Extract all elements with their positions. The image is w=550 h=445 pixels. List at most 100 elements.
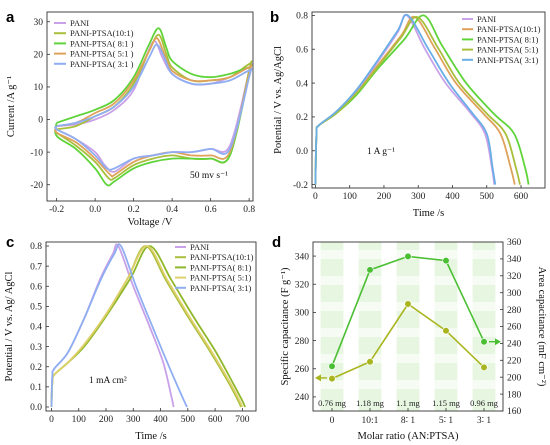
b-x-tick-label: 0 — [313, 192, 318, 202]
b-y-tick-label: 0.0 — [296, 147, 308, 157]
d-category-band-stripe — [358, 250, 382, 259]
c-y-tick-label: 0.4 — [30, 323, 42, 333]
c-x-tick-label: 0 — [49, 415, 54, 425]
a-x-tick-label: 0.4 — [166, 205, 178, 215]
d-right-y-tick-label: 360 — [507, 238, 522, 248]
d-right-y-tick-label: 180 — [507, 390, 522, 400]
b-y-tick-label: 0.6 — [296, 45, 308, 55]
d-category-band-stripe — [472, 354, 496, 363]
d-data-point-left — [442, 327, 450, 335]
d-category-band-stripe — [472, 328, 496, 337]
b-series-pani-ptsa-3-1- — [314, 13, 497, 185]
d-category-band-stripe — [472, 276, 496, 285]
d-right-y-tick-label: 300 — [507, 289, 522, 299]
d-data-point-right — [442, 256, 450, 265]
d-left-y-tick-label: 280 — [295, 337, 310, 347]
d-category-band-stripe — [434, 250, 458, 259]
panel-letter: d — [272, 234, 281, 251]
d-left-y-axis-label: Specific capacitance (F g⁻¹) — [280, 267, 291, 386]
c-y-tick-label: 0.3 — [30, 343, 42, 353]
c-y-tick-label: 0.6 — [30, 282, 42, 292]
b-x-tick-label: 200 — [377, 192, 392, 202]
b-legend-label: PANI-PTSA(10:1) — [477, 24, 541, 34]
d-category-band-stripe — [472, 250, 496, 259]
c-legend-label: PANI-PTSA( 8:1) — [190, 262, 251, 272]
c-series-pani-ptsa-3-1- — [50, 243, 188, 408]
a-y-tick-label: 10 — [34, 83, 44, 93]
d-right-y-tick-label: 200 — [507, 373, 522, 383]
c-y-tick-label: 0.0 — [30, 403, 42, 413]
b-x-tick-label: 600 — [514, 192, 529, 202]
b-x-axis-label: Time /s — [413, 208, 444, 219]
c-x-tick-label: 400 — [153, 415, 168, 425]
a-x-tick-label: 0.8 — [243, 205, 255, 215]
a-y-tick-label: -10 — [30, 148, 43, 158]
d-x-tick-label: 0 — [330, 416, 335, 426]
d-category-band-stripe — [434, 380, 458, 389]
c-legend-label: PANI-PTSA( 5:1) — [190, 273, 251, 283]
b-x-tick-label: 300 — [411, 192, 426, 202]
b-x-tick-label: 100 — [343, 192, 358, 202]
a-scan-rate-annotation: 50 mv s⁻¹ — [190, 171, 228, 181]
d-category-band-stripe — [396, 380, 420, 389]
a-x-tick-label: 0.6 — [205, 205, 217, 215]
c-legend-label: PANI — [190, 242, 209, 252]
a-series-pani-ptsa-5-1- — [54, 37, 253, 178]
a-x-tick-label: 0.2 — [128, 205, 140, 215]
d-category-band-stripe — [320, 302, 344, 311]
b-legend-label: PANI-PTSA( 3:1) — [477, 55, 538, 65]
panel-c-gcd-chart: 0 100 200 300 400 500 600 700 0.0 0.1 0.2 0.3 0.4 0.5… — [4, 234, 257, 442]
b-y-tick-label: 0.4 — [296, 79, 308, 89]
c-x-tick-label: 700 — [235, 415, 250, 425]
c-y-axis-label: Potential / V vs. Ag/ AgCl — [4, 271, 15, 381]
c-y-tick-label: 0.7 — [30, 262, 42, 272]
panel-a-cv-chart: -0.2 0.0 0.2 0.4 0.6 0.8 -20 -10 0 10 20 30 Voltage … — [6, 9, 255, 228]
panel-letter: c — [6, 234, 14, 251]
d-left-y-tick-label: 340 — [295, 252, 310, 262]
c-y-tick-label: 0.8 — [30, 242, 42, 252]
d-left-y-tick-label: 240 — [295, 393, 310, 403]
d-right-y-tick-label: 260 — [507, 323, 522, 333]
d-category-band-stripe — [358, 380, 382, 389]
a-y-tick-label: 20 — [34, 51, 44, 61]
a-series-pani-ptsa-3-1- — [54, 43, 253, 171]
a-y-axis-label: Current /A g⁻¹ — [6, 76, 17, 137]
c-x-tick-label: 600 — [208, 415, 223, 425]
c-x-tick-label: 300 — [126, 415, 141, 425]
d-category-band-stripe — [434, 302, 458, 311]
b-series-pani — [314, 14, 496, 185]
c-y-tick-label: 0.1 — [30, 383, 42, 393]
b-plot-frame — [311, 11, 546, 189]
a-legend-label: PANI — [70, 18, 89, 28]
d-data-point-right — [328, 362, 336, 370]
d-category-band-stripe — [396, 354, 420, 363]
d-left-y-tick-label: 320 — [295, 280, 310, 290]
d-left-y-tick-label: 260 — [295, 365, 310, 375]
d-category-band-stripe — [320, 328, 344, 337]
a-legend-label: PANI-PTSA( 5:1 ) — [70, 49, 134, 59]
d-right-y-tick-label: 340 — [507, 255, 522, 265]
d-x-axis-label: Molar ratio (AN:PTSA) — [358, 431, 459, 442]
d-category-band-stripe — [358, 276, 382, 285]
c-y-tick-label: 0.5 — [30, 303, 42, 313]
a-legend-label: PANI-PTSA( 8:1 ) — [70, 38, 134, 48]
d-category-band-stripe — [434, 276, 458, 285]
d-mass-label: 1.15 mg — [432, 398, 461, 408]
c-x-tick-label: 200 — [99, 415, 114, 425]
c-x-axis-label: Time /s — [135, 431, 166, 442]
b-x-tick-label: 500 — [480, 192, 495, 202]
c-series-pani-ptsa-5-1- — [50, 245, 244, 408]
d-category-band-stripe — [320, 380, 344, 389]
a-y-tick-label: 30 — [34, 18, 44, 28]
d-category-band-stripe — [472, 302, 496, 311]
d-right-y-tick-label: 280 — [507, 306, 522, 316]
panel-b-gcd-chart: 0 100 200 300 400 500 600 -0.2 0.0 0.2 0.4 0.6 0.8 Ti… — [270, 9, 546, 219]
d-right-y-tick-label: 160 — [507, 407, 522, 417]
d-category-band-stripe — [320, 250, 344, 259]
d-data-point-left — [328, 375, 336, 383]
c-x-tick-label: 100 — [72, 415, 87, 425]
d-left-y-tick-label: 300 — [295, 309, 310, 319]
b-current-density-annotation: 1 A g⁻¹ — [367, 147, 395, 157]
d-category-band-stripe — [396, 328, 420, 337]
